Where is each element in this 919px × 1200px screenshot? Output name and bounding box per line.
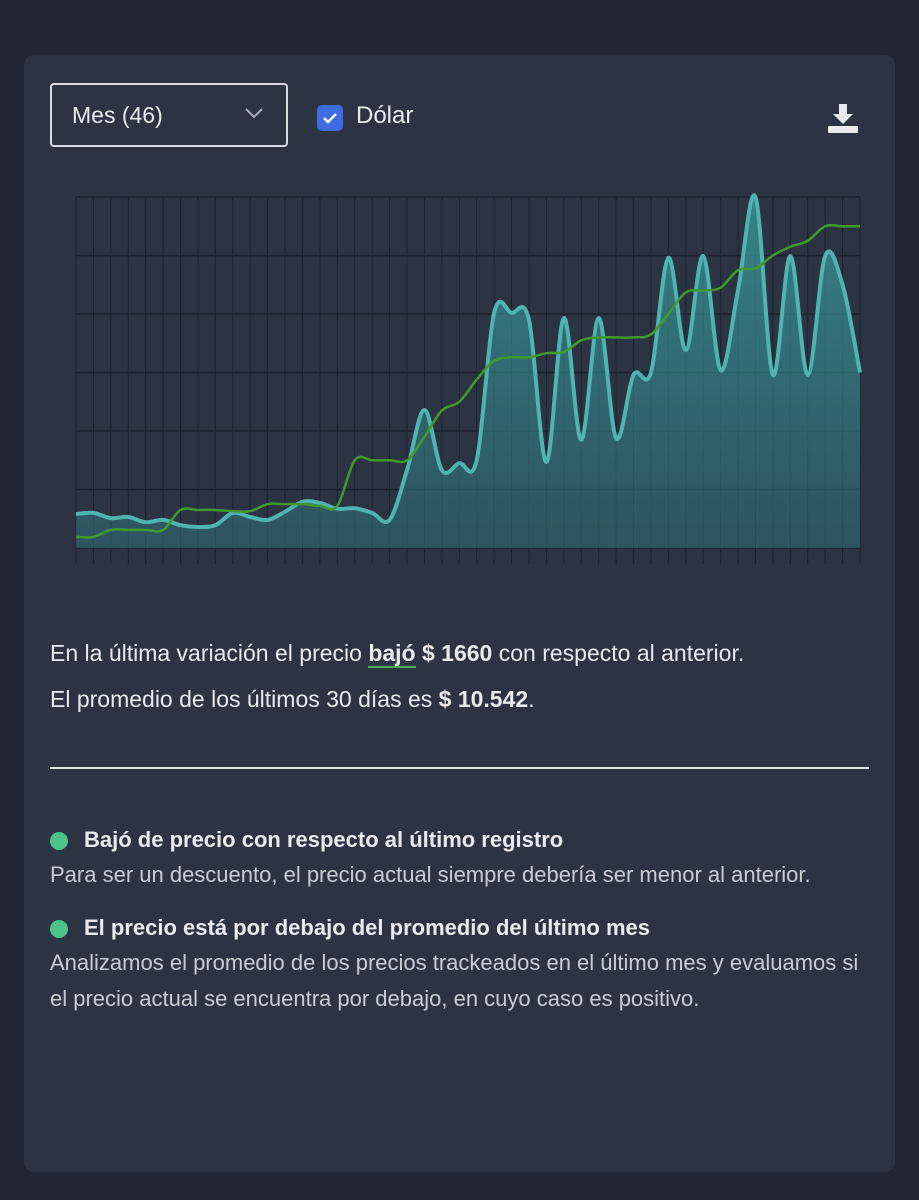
line [75, 223, 860, 539]
summary-line: El promedio de los últimos 30 días es $ … [50, 676, 744, 722]
period-select[interactable]: Mes (46) [50, 83, 288, 147]
text: El promedio de los últimos 30 días es [50, 686, 439, 712]
check-title: El precio está por debajo del promedio d… [50, 911, 870, 945]
text: con respecto al anterior. [492, 640, 745, 666]
divider [50, 767, 869, 769]
checkbox[interactable] [317, 105, 343, 131]
check-title: Bajó de precio con respecto al último re… [50, 823, 870, 857]
check-text: Para ser un descuento, el precio actual … [50, 862, 811, 887]
checkbox-label: Dólar [356, 102, 414, 129]
chart [75, 193, 862, 564]
download-icon[interactable] [827, 102, 859, 134]
text: . [528, 686, 535, 712]
status-dot [50, 920, 68, 938]
check-icon [323, 113, 337, 124]
check-text: Analizamos el promedio de los precios tr… [50, 950, 859, 1011]
card: Mes (46) Dólar En la última variación el… [24, 55, 895, 1172]
title: El precio está por debajo del promedio d… [84, 915, 651, 940]
text: En la última variación el precio [50, 640, 369, 666]
amount: $ 1660 [415, 640, 493, 666]
check-item: Bajó de precio con respecto al último re… [50, 823, 870, 893]
status-dot [50, 832, 68, 850]
summary-line: En la última variación el precio bajó $ … [50, 630, 744, 676]
line [75, 193, 862, 530]
check-item: El precio está por debajo del promedio d… [50, 911, 870, 1017]
checks: Bajó de precio con respecto al último re… [50, 823, 870, 1035]
emphasis: bajó [368, 640, 416, 668]
summary: En la última variación el precio bajó $ … [50, 630, 744, 722]
title: Bajó de precio con respecto al último re… [84, 827, 564, 852]
period-label: Mes (46) [72, 102, 163, 128]
chevron [245, 108, 263, 119]
amount: $ 10.542 [438, 686, 529, 712]
